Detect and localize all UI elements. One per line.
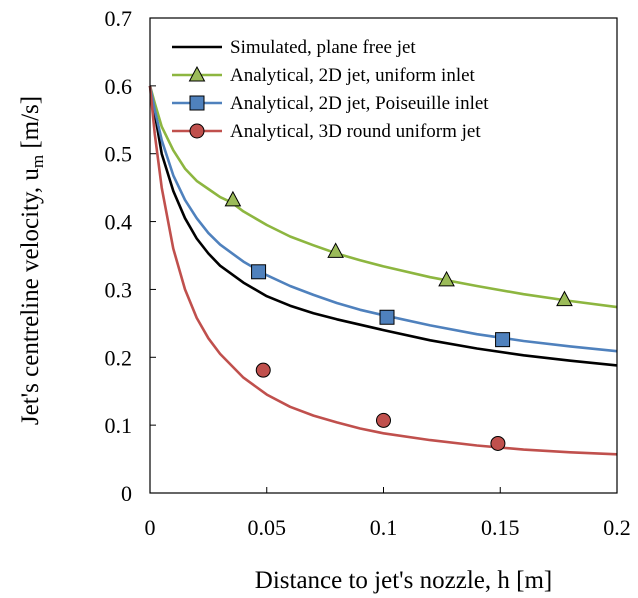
data-point-3 <box>255 362 271 378</box>
data-point-1 <box>224 190 242 207</box>
markers-layer <box>224 190 573 451</box>
data-point-3 <box>490 435 506 451</box>
legend-marker-1 <box>188 65 206 82</box>
axis-ticks: 0 0.05 0.1 0.15 0.2 0 0.1 0.2 0.3 0.4 0.5 0.6 0.7 <box>105 6 631 540</box>
legend-marker-3 <box>189 123 205 139</box>
x-tick-label: 0.1 <box>370 515 398 540</box>
legend-label-1: Analytical, 2D jet, uniform inlet <box>230 65 476 86</box>
data-point-2 <box>251 264 267 280</box>
series-line-3 <box>148 85 618 456</box>
legend-label-3: Analytical, 3D round uniform jet <box>230 121 481 142</box>
series-line-2 <box>148 85 618 353</box>
x-axis-title: Distance to jet's nozzle, h [m] <box>255 567 552 594</box>
y-tick-label: 0.6 <box>105 74 133 99</box>
data-point-1 <box>556 290 573 307</box>
legend: Simulated, plane free jet Analytical, 2D … <box>172 37 489 142</box>
series-line-0 <box>148 85 618 367</box>
x-tick-label: 0 <box>145 515 156 540</box>
series-line-1 <box>148 85 618 309</box>
y-tick-label: 0.3 <box>105 277 133 302</box>
y-axis-title: Jet's centreline velocity, um [m/s] <box>17 96 47 425</box>
y-axis-title-unit: [m/s] <box>17 96 44 155</box>
y-tick-label: 0.7 <box>105 6 133 31</box>
y-tick-label: 0.4 <box>105 210 133 235</box>
x-tick-label: 0.05 <box>248 515 287 540</box>
data-point-1 <box>327 242 344 258</box>
data-point-2 <box>495 332 511 348</box>
y-tick-label: 0.2 <box>105 345 133 370</box>
y-axis-title-subscript: m <box>28 155 47 168</box>
x-tick-label: 0.15 <box>481 515 520 540</box>
x-tick-label: 0.2 <box>603 515 631 540</box>
legend-label-2: Analytical, 2D jet, Poiseuille inlet <box>230 93 489 114</box>
y-tick-label: 0.5 <box>105 142 133 167</box>
data-point-1 <box>438 270 455 287</box>
data-point-2 <box>379 309 395 325</box>
data-point-3 <box>376 412 391 428</box>
y-axis-title-main: Jet's centreline velocity, u <box>17 168 44 425</box>
series-layer <box>148 85 618 456</box>
legend-marker-2 <box>189 95 205 111</box>
y-tick-label: 0.1 <box>105 413 133 438</box>
legend-label-0: Simulated, plane free jet <box>230 37 416 58</box>
y-tick-label: 0 <box>121 481 132 506</box>
